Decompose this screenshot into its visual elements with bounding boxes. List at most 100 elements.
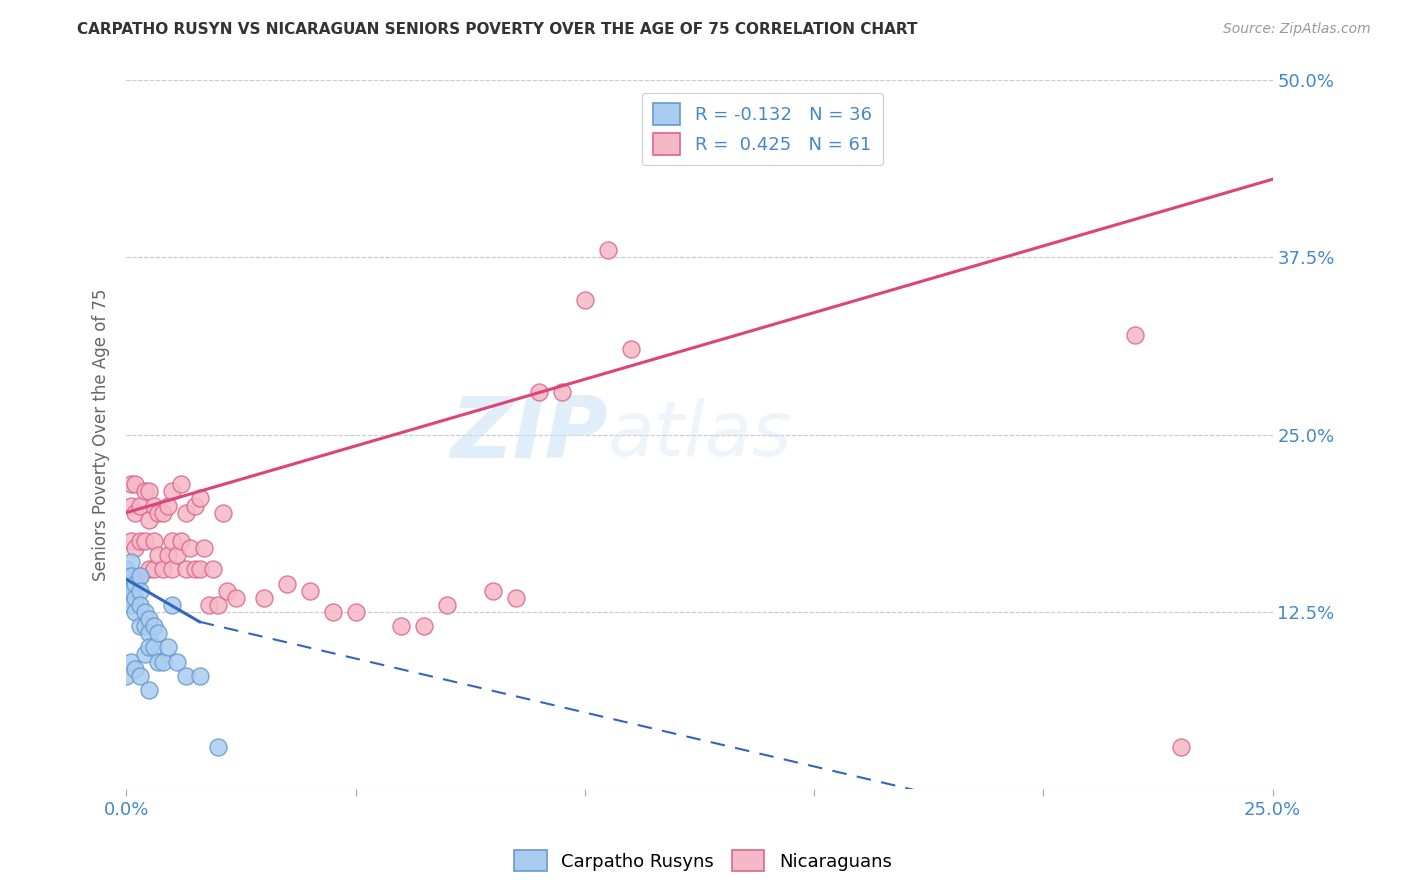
Point: [211, 506, 233, 520]
Point: [115, 569, 138, 583]
Point: [152, 506, 174, 520]
Point: [138, 626, 160, 640]
Point: [193, 541, 215, 555]
Point: [138, 562, 160, 576]
Point: [134, 605, 156, 619]
Point: [138, 640, 160, 655]
Point: [120, 533, 142, 548]
Point: [120, 598, 142, 612]
Point: [166, 548, 188, 562]
Point: [225, 591, 247, 605]
Point: [129, 598, 152, 612]
Point: [134, 648, 156, 662]
Point: [174, 669, 197, 683]
Point: [156, 499, 179, 513]
Point: [115, 669, 138, 683]
Point: [134, 619, 156, 633]
Point: [276, 576, 298, 591]
Point: [413, 619, 436, 633]
Text: ZIP: ZIP: [450, 393, 607, 476]
Point: [115, 591, 138, 605]
Point: [142, 640, 165, 655]
Point: [179, 541, 201, 555]
Point: [129, 619, 152, 633]
Point: [120, 555, 142, 569]
Point: [188, 669, 211, 683]
Point: [142, 619, 165, 633]
Point: [389, 619, 412, 633]
Point: [253, 591, 276, 605]
Text: Source: ZipAtlas.com: Source: ZipAtlas.com: [1223, 22, 1371, 37]
Point: [129, 533, 152, 548]
Legend: Carpatho Rusyns, Nicaraguans: Carpatho Rusyns, Nicaraguans: [508, 843, 898, 879]
Point: [138, 484, 160, 499]
Point: [298, 583, 321, 598]
Point: [138, 612, 160, 626]
Point: [148, 548, 170, 562]
Point: [207, 739, 229, 754]
Point: [120, 569, 142, 583]
Point: [174, 506, 197, 520]
Point: [120, 477, 142, 491]
Point: [160, 598, 183, 612]
Point: [115, 562, 138, 576]
Point: [527, 385, 550, 400]
Legend: R = -0.132   N = 36, R =  0.425   N = 61: R = -0.132 N = 36, R = 0.425 N = 61: [643, 93, 883, 166]
Point: [156, 640, 179, 655]
Point: [115, 576, 138, 591]
Point: [596, 243, 619, 257]
Point: [134, 533, 156, 548]
Point: [1123, 328, 1146, 343]
Point: [156, 548, 179, 562]
Point: [124, 605, 146, 619]
Point: [148, 506, 170, 520]
Point: [124, 541, 146, 555]
Point: [188, 491, 211, 506]
Point: [620, 343, 643, 357]
Point: [142, 533, 165, 548]
Text: atlas: atlas: [607, 398, 792, 472]
Point: [129, 569, 152, 583]
Point: [124, 662, 146, 676]
Point: [129, 669, 152, 683]
Point: [160, 562, 183, 576]
Point: [124, 506, 146, 520]
Point: [217, 583, 239, 598]
Point: [198, 598, 221, 612]
Point: [134, 484, 156, 499]
Point: [160, 533, 183, 548]
Point: [1170, 739, 1192, 754]
Point: [142, 562, 165, 576]
Point: [160, 484, 183, 499]
Point: [184, 499, 207, 513]
Point: [129, 499, 152, 513]
Point: [124, 576, 146, 591]
Point: [436, 598, 458, 612]
Point: [120, 499, 142, 513]
Point: [152, 562, 174, 576]
Point: [124, 591, 146, 605]
Point: [174, 562, 197, 576]
Point: [166, 655, 188, 669]
Point: [322, 605, 344, 619]
Point: [148, 655, 170, 669]
Point: [120, 583, 142, 598]
Point: [152, 655, 174, 669]
Point: [124, 477, 146, 491]
Point: [551, 385, 574, 400]
Point: [188, 562, 211, 576]
Point: [202, 562, 225, 576]
Point: [482, 583, 505, 598]
Point: [574, 293, 596, 307]
Point: [170, 533, 193, 548]
Point: [129, 583, 152, 598]
Point: [138, 513, 160, 527]
Point: [148, 626, 170, 640]
Point: [505, 591, 527, 605]
Point: [138, 682, 160, 697]
Point: [344, 605, 367, 619]
Point: [207, 598, 229, 612]
Point: [184, 562, 207, 576]
Point: [120, 655, 142, 669]
Text: CARPATHO RUSYN VS NICARAGUAN SENIORS POVERTY OVER THE AGE OF 75 CORRELATION CHAR: CARPATHO RUSYN VS NICARAGUAN SENIORS POV…: [77, 22, 918, 37]
